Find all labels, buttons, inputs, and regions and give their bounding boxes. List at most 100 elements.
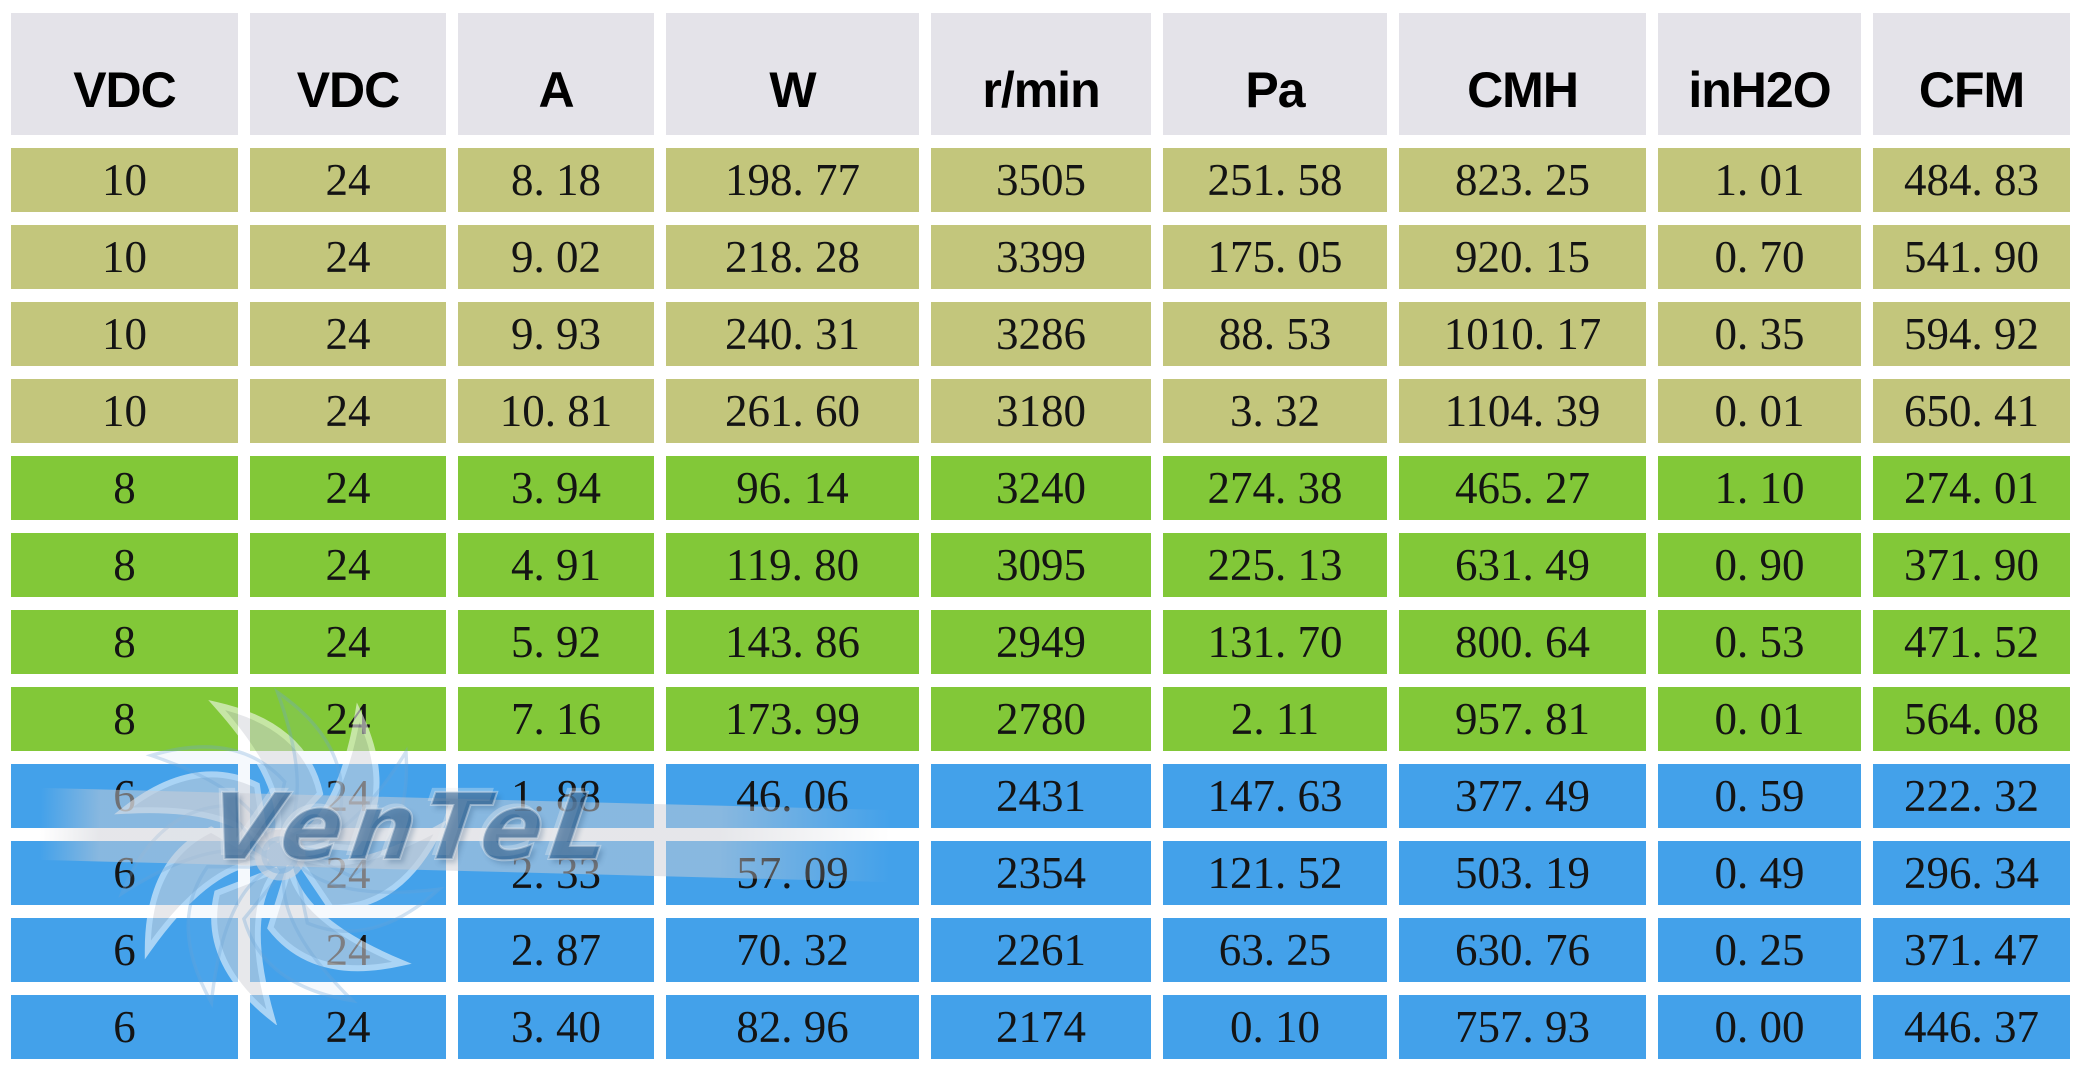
table-cell-r1-c7: 823. 25 [1399,148,1646,212]
table-cell-r2-c9: 541. 90 [1873,225,2070,289]
table-cell-r2-c2: 24 [250,225,446,289]
table-cell-r9-c6: 147. 63 [1163,764,1387,828]
table-cell-r1-c9: 484. 83 [1873,148,2070,212]
table-cell-r6-c1: 8 [11,533,238,597]
table-cell-r11-c1: 6 [11,918,238,982]
table-cell-r2-c3: 9. 02 [458,225,654,289]
table-cell-r1-c3: 8. 18 [458,148,654,212]
header-cell-a-2: A [458,13,654,135]
table-cell-r10-c3: 2. 33 [458,841,654,905]
table-cell-r5-c6: 274. 38 [1163,456,1387,520]
table-cell-r2-c4: 218. 28 [666,225,919,289]
table-cell-r12-c4: 82. 96 [666,995,919,1059]
table-cell-r1-c6: 251. 58 [1163,148,1387,212]
header-cell-vdc-1: VDC [250,13,446,135]
table-cell-r12-c8: 0. 00 [1658,995,1861,1059]
table-cell-r3-c3: 9. 93 [458,302,654,366]
table-cell-r3-c7: 1010. 17 [1399,302,1646,366]
table-cell-r11-c4: 70. 32 [666,918,919,982]
table-cell-r12-c1: 6 [11,995,238,1059]
table-cell-r11-c7: 630. 76 [1399,918,1646,982]
table-cell-r8-c1: 8 [11,687,238,751]
table-cell-r7-c3: 5. 92 [458,610,654,674]
table-cell-r2-c5: 3399 [931,225,1151,289]
table-cell-r3-c6: 88. 53 [1163,302,1387,366]
table-cell-r10-c9: 296. 34 [1873,841,2070,905]
table-cell-r6-c8: 0. 90 [1658,533,1861,597]
table-cell-r2-c7: 920. 15 [1399,225,1646,289]
table-cell-r10-c2: 24 [250,841,446,905]
table-cell-r7-c7: 800. 64 [1399,610,1646,674]
table-cell-r12-c7: 757. 93 [1399,995,1646,1059]
table-cell-r3-c8: 0. 35 [1658,302,1861,366]
table-cell-r11-c3: 2. 87 [458,918,654,982]
table-cell-r5-c7: 465. 27 [1399,456,1646,520]
table-cell-r9-c8: 0. 59 [1658,764,1861,828]
table-cell-r7-c2: 24 [250,610,446,674]
table-cell-r4-c9: 650. 41 [1873,379,2070,443]
header-cell-pa-5: Pa [1163,13,1387,135]
table-cell-r1-c4: 198. 77 [666,148,919,212]
table-cell-r2-c6: 175. 05 [1163,225,1387,289]
table-cell-r10-c6: 121. 52 [1163,841,1387,905]
table-cell-r1-c8: 1. 01 [1658,148,1861,212]
table-cell-r1-c5: 3505 [931,148,1151,212]
table-cell-r12-c6: 0. 10 [1163,995,1387,1059]
table-cell-r8-c7: 957. 81 [1399,687,1646,751]
table-cell-r5-c8: 1. 10 [1658,456,1861,520]
table-cell-r9-c7: 377. 49 [1399,764,1646,828]
table-cell-r9-c3: 1. 88 [458,764,654,828]
table-cell-r12-c5: 2174 [931,995,1151,1059]
table-cell-r6-c7: 631. 49 [1399,533,1646,597]
table-cell-r10-c5: 2354 [931,841,1151,905]
table-cell-r4-c1: 10 [11,379,238,443]
table-cell-r4-c3: 10. 81 [458,379,654,443]
header-cell-vdc-0: VDC [11,13,238,135]
table-cell-r2-c1: 10 [11,225,238,289]
table-cell-r11-c9: 371. 47 [1873,918,2070,982]
table-cell-r1-c2: 24 [250,148,446,212]
table-cell-r9-c9: 222. 32 [1873,764,2070,828]
table-cell-r2-c8: 0. 70 [1658,225,1861,289]
table-cell-r4-c6: 3. 32 [1163,379,1387,443]
table-cell-r11-c5: 2261 [931,918,1151,982]
table-cell-r8-c4: 173. 99 [666,687,919,751]
table-cell-r10-c1: 6 [11,841,238,905]
table-cell-r3-c9: 594. 92 [1873,302,2070,366]
table-cell-r7-c9: 471. 52 [1873,610,2070,674]
table-cell-r5-c3: 3. 94 [458,456,654,520]
table-cell-r5-c2: 24 [250,456,446,520]
header-cell-w-3: W [666,13,919,135]
table-cell-r5-c4: 96. 14 [666,456,919,520]
table-cell-r7-c5: 2949 [931,610,1151,674]
table-cell-r11-c8: 0. 25 [1658,918,1861,982]
header-cell-r-min-4: r/min [931,13,1151,135]
table-cell-r3-c1: 10 [11,302,238,366]
table-cell-r8-c6: 2. 11 [1163,687,1387,751]
table-cell-r10-c4: 57. 09 [666,841,919,905]
header-cell-inh2o-7: inH2O [1658,13,1861,135]
header-cell-cmh-6: CMH [1399,13,1646,135]
table-cell-r10-c8: 0. 49 [1658,841,1861,905]
table-cell-r4-c4: 261. 60 [666,379,919,443]
table-cell-r12-c9: 446. 37 [1873,995,2070,1059]
table-cell-r11-c2: 24 [250,918,446,982]
table-cell-r1-c1: 10 [11,148,238,212]
table-cell-r9-c4: 46. 06 [666,764,919,828]
table-cell-r8-c2: 24 [250,687,446,751]
table-cell-r4-c8: 0. 01 [1658,379,1861,443]
table-cell-r4-c2: 24 [250,379,446,443]
table-cell-r6-c9: 371. 90 [1873,533,2070,597]
table-cell-r5-c1: 8 [11,456,238,520]
header-cell-cfm-8: CFM [1873,13,2070,135]
table-cell-r4-c7: 1104. 39 [1399,379,1646,443]
table-cell-r3-c2: 24 [250,302,446,366]
table-cell-r7-c4: 143. 86 [666,610,919,674]
table-cell-r6-c4: 119. 80 [666,533,919,597]
table-cell-r12-c2: 24 [250,995,446,1059]
table-cell-r6-c3: 4. 91 [458,533,654,597]
table-cell-r6-c6: 225. 13 [1163,533,1387,597]
table-cell-r5-c5: 3240 [931,456,1151,520]
table-cell-r6-c5: 3095 [931,533,1151,597]
